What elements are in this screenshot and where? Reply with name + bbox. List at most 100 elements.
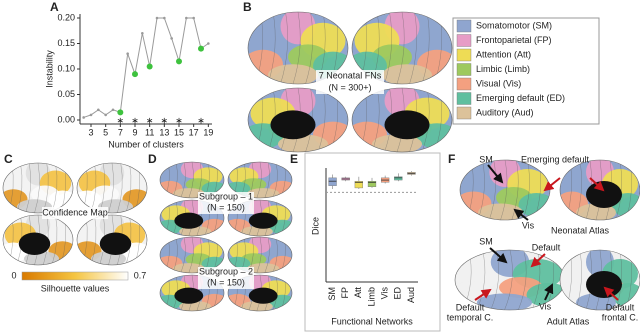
highlight-point xyxy=(198,45,204,52)
brain-region xyxy=(268,64,318,84)
region-label: Default xyxy=(456,302,485,312)
sulcus xyxy=(196,237,202,273)
legend-swatch xyxy=(456,63,472,76)
region-label: SM xyxy=(479,154,493,164)
legend-swatch xyxy=(456,48,472,62)
x-tick-label: 7 xyxy=(118,127,123,137)
y-tick-label: 0.10 xyxy=(57,63,75,73)
highlight-point xyxy=(117,109,124,116)
sulcus xyxy=(396,12,405,84)
region-label: Vis xyxy=(522,220,535,230)
brain-region xyxy=(179,301,212,311)
panel-letter: F xyxy=(448,152,455,166)
data-point xyxy=(207,42,210,45)
panel-letter: E xyxy=(290,152,298,166)
sulcus xyxy=(117,163,123,213)
brain xyxy=(77,215,147,265)
brain-region xyxy=(576,293,616,310)
data-point xyxy=(192,16,195,20)
colorbar-label: Silhouette values xyxy=(41,283,110,293)
brain-region xyxy=(247,263,280,273)
brain-edge xyxy=(227,236,293,274)
brain xyxy=(3,163,73,213)
brain-edge xyxy=(227,161,293,199)
sulcus xyxy=(34,163,40,213)
y-tick-label: 0.00 xyxy=(57,114,75,124)
significance-star: ∗ xyxy=(197,115,205,125)
region-label: SM xyxy=(479,236,493,246)
brain-region xyxy=(240,226,273,236)
panel-letter: A xyxy=(50,0,59,14)
highlight-point xyxy=(176,58,182,65)
legend-swatch xyxy=(456,19,472,33)
y-tick-label: 0.05 xyxy=(57,89,75,99)
sulcus xyxy=(489,160,497,220)
brain-region xyxy=(179,226,212,236)
box xyxy=(354,180,363,189)
caption: Subgroup – 1 xyxy=(199,191,253,201)
sulcus xyxy=(272,275,278,311)
sulcus xyxy=(51,215,58,265)
y-tick-label: 0.15 xyxy=(57,38,75,48)
brain-region xyxy=(24,251,59,265)
significance-star: ∗ xyxy=(131,115,139,125)
sulcus xyxy=(125,215,132,265)
legend-swatch xyxy=(456,106,472,120)
sulcus xyxy=(264,237,270,273)
significance-star: ∗ xyxy=(117,115,125,125)
y-axis-label: Dice xyxy=(310,217,320,235)
arrow xyxy=(487,164,504,184)
x-tick-label: 19 xyxy=(203,127,213,137)
sulcus xyxy=(421,88,430,152)
legend-swatch xyxy=(456,77,472,91)
highlight-point xyxy=(146,63,153,70)
highlight-point xyxy=(132,71,138,78)
data-point xyxy=(89,113,93,117)
brain-region xyxy=(91,251,126,265)
brain-region xyxy=(576,203,616,220)
arrow xyxy=(513,208,529,221)
colorbar-max: 0.7 xyxy=(134,270,147,280)
significance-star: ∗ xyxy=(146,115,154,125)
sulcus xyxy=(500,160,508,220)
arrow xyxy=(603,286,619,301)
sulcus xyxy=(292,12,301,84)
x-tick-label: 3 xyxy=(88,127,93,137)
brain-edge xyxy=(559,159,640,221)
atlas-title: Neonatal Atlas xyxy=(551,225,610,235)
x-tick-label: 17 xyxy=(189,127,199,137)
sulcus xyxy=(180,237,186,273)
sulcus xyxy=(511,160,519,220)
legend-label: Attention (Att) xyxy=(476,49,531,59)
y-tick-label: 0.20 xyxy=(57,12,75,22)
colorbar-min: 0 xyxy=(11,270,16,280)
sulcus xyxy=(188,162,194,198)
medial-wall xyxy=(270,110,316,140)
x-axis-label: Functional Networks xyxy=(331,316,413,326)
medial-wall xyxy=(248,212,278,229)
brain-edge xyxy=(227,274,293,312)
brain xyxy=(460,160,550,220)
legend-swatch xyxy=(456,34,472,47)
region-label: frontal C. xyxy=(602,312,639,322)
brain-edge xyxy=(159,274,225,312)
medial-wall xyxy=(248,287,278,304)
brain-edge xyxy=(159,161,225,199)
sulcus xyxy=(267,12,276,84)
legend-label: Somatomotor (SM) xyxy=(476,20,552,30)
atlas-title: Adult Atlas xyxy=(547,316,590,326)
panel-e-frame xyxy=(304,152,441,332)
region-label: Default xyxy=(532,242,561,252)
brain-edge xyxy=(2,162,74,214)
data-point xyxy=(82,116,85,119)
panel-letter: D xyxy=(148,152,157,166)
brain-region xyxy=(478,203,523,220)
brain-edge xyxy=(559,249,640,311)
caption: 7 Neonatal FNs xyxy=(319,70,382,80)
medial-wall xyxy=(174,212,204,229)
medial-wall xyxy=(174,287,204,304)
sulcus xyxy=(305,12,313,84)
medial-wall xyxy=(586,181,622,208)
brain-edge xyxy=(351,87,453,153)
